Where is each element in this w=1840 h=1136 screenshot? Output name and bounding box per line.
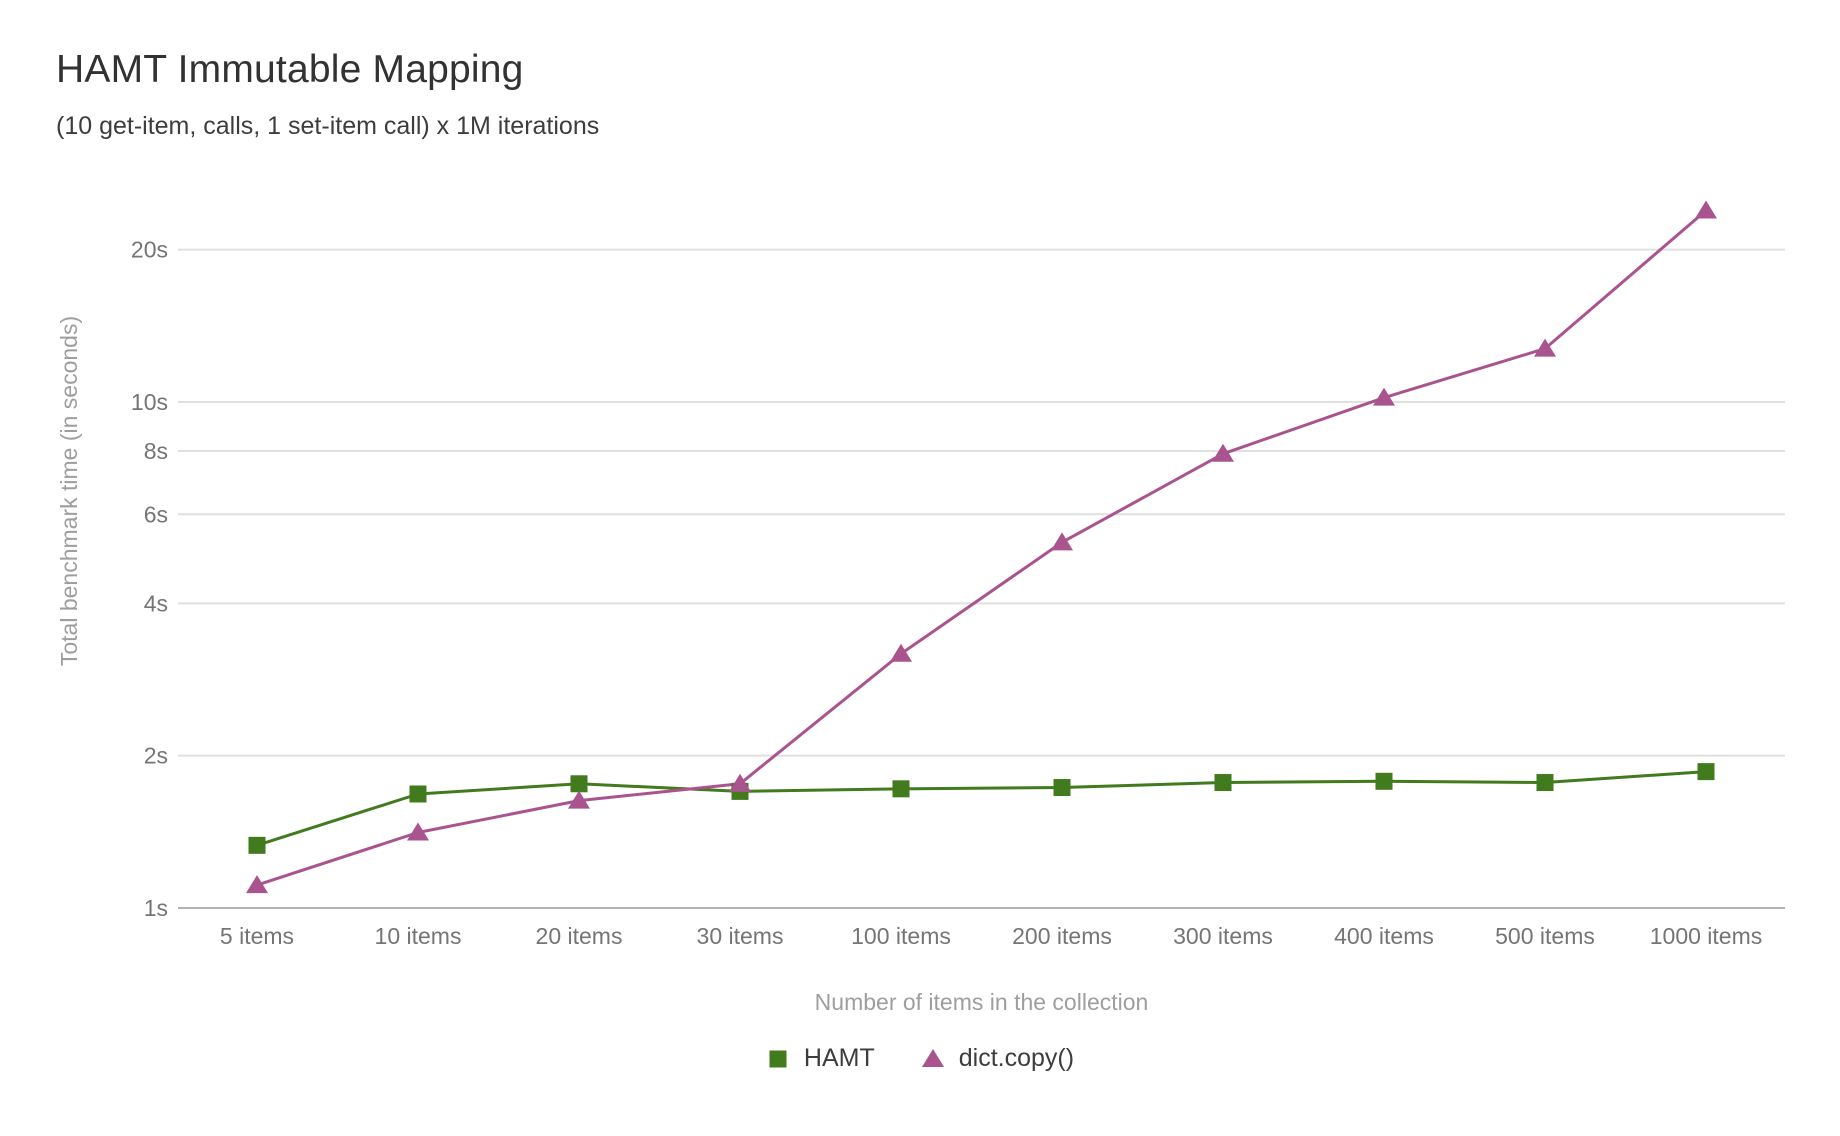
- y-tick-label: 6s: [144, 501, 168, 527]
- chart-subtitle: (10 get-item, calls, 1 set-item call) x …: [56, 112, 600, 140]
- square-marker: [1214, 774, 1232, 792]
- y-tick-label: 8s: [144, 438, 168, 464]
- legend: HAMT dict.copy(): [0, 1044, 1840, 1073]
- y-tick-labels: 1s 2s 4s 6s 8s 10s 20s: [131, 237, 168, 921]
- y-tick-label: 2s: [144, 743, 168, 769]
- triangle-marker: [729, 773, 751, 792]
- square-legend-icon: [769, 1050, 787, 1067]
- triangle-marker: [1373, 387, 1395, 406]
- square-marker: [570, 775, 588, 793]
- y-tick-label: 20s: [131, 237, 168, 263]
- square-marker: [892, 780, 910, 798]
- triangle-legend-glyph: [921, 1048, 944, 1067]
- x-tick-label: 10 items: [375, 923, 462, 949]
- square-marker: [1375, 772, 1393, 790]
- y-tick-label: 10s: [131, 389, 168, 415]
- triangle-legend-icon: [921, 1048, 944, 1067]
- legend-entry[interactable]: HAMT: [766, 1044, 875, 1073]
- x-axis-title: Number of items in the collection: [814, 989, 1149, 1015]
- triangle-marker: [568, 790, 590, 809]
- triangle-marker: [407, 822, 429, 841]
- x-tick-label: 500 items: [1495, 923, 1595, 949]
- series-markers: [246, 200, 1717, 894]
- x-tick-labels: 5 items 10 items 20 items 30 items 100 items…: [220, 923, 1762, 949]
- triangle-marker: [1534, 338, 1556, 357]
- y-tick-label: 1s: [144, 895, 168, 921]
- legend-entry[interactable]: dict.copy(): [921, 1044, 1074, 1073]
- x-tick-label: 200 items: [1012, 923, 1112, 949]
- x-tick-label: 300 items: [1173, 923, 1273, 949]
- triangle-marker: [1051, 532, 1073, 551]
- square-marker: [248, 836, 266, 854]
- x-tick-label: 5 items: [220, 923, 294, 949]
- gridlines: [178, 248, 1785, 909]
- x-tick-label: 400 items: [1334, 923, 1434, 949]
- series-line-hamt: [255, 770, 1708, 847]
- x-tick-label: 100 items: [851, 923, 951, 949]
- triangle-marker: [1212, 443, 1234, 462]
- y-tick-label: 4s: [144, 590, 168, 616]
- x-tick-label: 20 items: [536, 923, 623, 949]
- series-lines: [255, 209, 1708, 887]
- x-tick-label: 30 items: [697, 923, 784, 949]
- x-tick-label: 1000 items: [1650, 923, 1763, 949]
- triangle-marker: [1695, 200, 1717, 219]
- chart-title: HAMT Immutable Mapping: [56, 48, 524, 91]
- square-marker: [1697, 763, 1715, 781]
- legend-label: dict.copy(): [958, 1044, 1075, 1072]
- legend-label: HAMT: [803, 1044, 875, 1072]
- triangle-marker: [890, 643, 912, 662]
- series-line-dict-copy: [255, 209, 1708, 887]
- square-legend-glyph: [769, 1050, 787, 1067]
- square-marker: [409, 785, 427, 803]
- triangle-marker: [246, 875, 268, 894]
- square-marker: [1053, 779, 1071, 797]
- square-marker: [1536, 774, 1554, 792]
